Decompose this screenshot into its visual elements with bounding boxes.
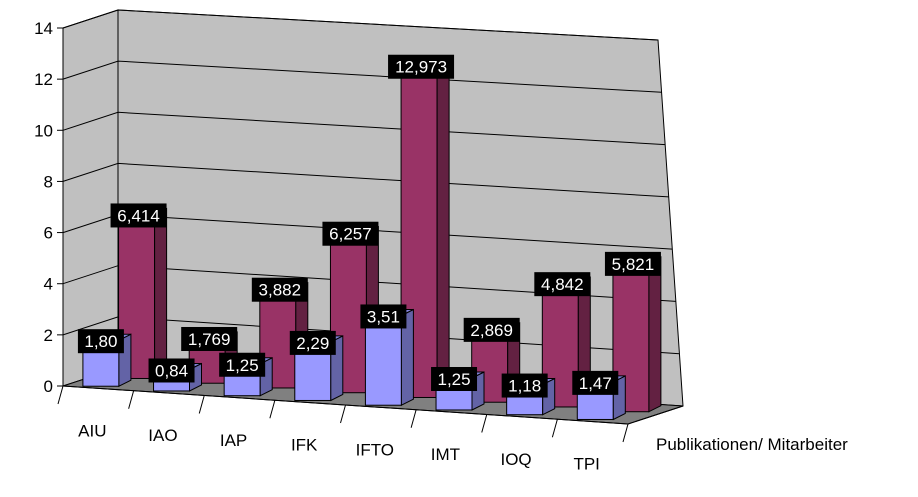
label-front-tpi: 1,47 — [579, 374, 612, 393]
x-tick-label: IAP — [220, 431, 247, 450]
label-front-ifk: 2,29 — [296, 334, 329, 353]
x-tick-label: IFTO — [356, 440, 394, 459]
x-tick-mark — [481, 414, 488, 433]
label-back-ioq-bg — [534, 272, 591, 297]
bar-back-aiu — [118, 207, 168, 380]
label-back-imt-bg — [463, 317, 520, 342]
bar-back-tpi-side — [648, 256, 662, 413]
label-back-iap-bg — [251, 277, 308, 302]
x-tick-label: AIU — [78, 421, 106, 440]
y-tick-label: 4 — [44, 275, 53, 294]
label-front-iao-bg — [148, 358, 195, 383]
x-tick-mark — [340, 404, 346, 424]
label-back-tpi-bg — [604, 251, 661, 276]
x-tick-mark — [57, 385, 64, 405]
label-front-imt-bg — [431, 367, 478, 392]
gridline — [62, 265, 676, 302]
chart-walls — [62, 9, 684, 407]
label-back-aiu-bg — [110, 203, 167, 228]
label-back-iao: 1,769 — [188, 330, 231, 349]
label-back-aiu: 6,414 — [117, 206, 160, 225]
bar-back-aiu-side — [154, 207, 168, 380]
y-tick-label: 8 — [44, 172, 53, 191]
x-tick-mark — [410, 409, 417, 428]
label-front-aiu: 1,80 — [84, 332, 117, 351]
x-tick-mark — [622, 423, 629, 443]
label-back-ifto: 12,973 — [395, 58, 447, 77]
bar-front-ifto — [364, 308, 414, 407]
bar-front-ifto-front — [364, 314, 402, 406]
label-back-ifk: 6,257 — [329, 225, 372, 244]
x-tick-label: IAO — [148, 426, 177, 445]
label-front-imt: 1,25 — [437, 370, 470, 389]
label-front-aiu-bg — [77, 329, 124, 354]
label-back-imt: 2,869 — [470, 321, 513, 340]
tick-labels: Publikationen/ Mitarbeiter 0 2 4 6 8 10 12 14 AI… — [34, 19, 848, 474]
y-tick-label: 2 — [44, 326, 53, 345]
x-tick-label: IFK — [291, 436, 318, 455]
bar-back-ifto-side — [436, 58, 450, 399]
x-tick-mark — [269, 400, 276, 419]
label-front-tpi-bg — [572, 370, 619, 395]
label-front-ifto: 3,51 — [367, 307, 400, 326]
x-tick-mark — [198, 395, 205, 414]
depth-axis — [627, 405, 684, 425]
series-axis-label: Publikationen/ Mitarbeiter — [656, 435, 848, 454]
data-labels: 6,414 1,769 3,882 6,257 12,973 2,869 4,842 5,82… — [77, 54, 661, 398]
label-front-ifk-bg — [289, 330, 336, 355]
label-back-tpi: 5,821 — [612, 255, 655, 274]
label-front-iap: 1,25 — [226, 356, 259, 375]
label-back-ifto-bg — [388, 54, 455, 79]
x-tick-mark — [128, 390, 135, 409]
y-tick-label: 10 — [34, 121, 53, 140]
y-tick-label: 0 — [44, 377, 53, 396]
axes — [57, 27, 684, 443]
gridline — [62, 9, 659, 41]
y-tick-label: 6 — [44, 224, 53, 243]
label-front-ioq: 1,18 — [508, 377, 541, 396]
y-tick-label: 12 — [34, 70, 53, 89]
label-back-ifk-bg — [322, 221, 379, 246]
x-tick-label: TPI — [573, 455, 599, 474]
label-front-ioq-bg — [501, 373, 548, 398]
gridline — [62, 111, 666, 146]
gridline — [62, 162, 669, 198]
label-back-iap: 3,882 — [259, 281, 302, 300]
label-front-ifto-bg — [360, 304, 407, 329]
x-tick-label: IOQ — [500, 450, 531, 469]
label-front-iao: 0,84 — [155, 361, 188, 380]
x-tick-mark — [551, 419, 558, 438]
y-tick-label: 14 — [34, 19, 53, 38]
label-back-ioq: 4,842 — [541, 275, 584, 294]
label-back-iao-bg — [181, 326, 238, 351]
label-front-iap-bg — [219, 352, 266, 377]
gridline — [62, 60, 662, 93]
x-tick-label: IMT — [431, 445, 460, 464]
